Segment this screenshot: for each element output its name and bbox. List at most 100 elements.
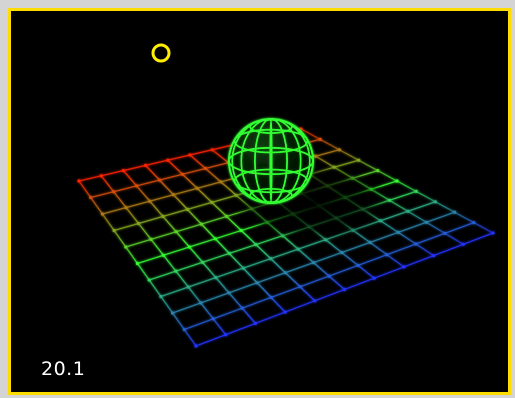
grid-line — [429, 223, 433, 227]
grid-line — [475, 223, 478, 226]
grid-line — [167, 222, 171, 225]
grid-line — [354, 157, 358, 160]
grid-vertex — [453, 210, 457, 214]
grid-line — [151, 203, 155, 207]
grid-line — [226, 250, 229, 253]
grid-line — [140, 190, 143, 193]
grid-line — [409, 211, 412, 215]
grid-line — [169, 262, 172, 266]
grid-line — [272, 298, 275, 301]
grid-vertex — [210, 200, 214, 204]
grid-line — [371, 243, 374, 246]
grid-line — [143, 273, 147, 276]
grid-line — [399, 232, 403, 236]
grid-line — [170, 162, 173, 165]
grid-line — [98, 208, 101, 212]
grid-line — [248, 237, 251, 240]
grid-line — [221, 182, 225, 186]
grid-vertex — [199, 301, 203, 305]
grid-line — [308, 132, 311, 135]
grid-line — [225, 289, 229, 292]
grid-line — [328, 241, 331, 245]
grid-line — [404, 184, 407, 187]
grid-line — [191, 249, 194, 253]
grid-vertex — [89, 195, 93, 200]
grid-vertex — [149, 237, 153, 241]
grid-line — [106, 183, 110, 186]
grid-line — [228, 188, 231, 191]
grid-line — [223, 286, 226, 289]
grid-vertex — [214, 276, 218, 280]
grid-line — [170, 264, 173, 267]
grid-line — [266, 292, 269, 295]
grid-line — [191, 340, 195, 344]
grid-line — [212, 203, 216, 206]
grid-line — [190, 248, 193, 251]
grid-line — [435, 227, 438, 230]
3d-viewport[interactable] — [11, 11, 508, 392]
grid-line — [168, 161, 172, 164]
grid-line — [249, 238, 253, 241]
grid-line — [410, 239, 413, 243]
grid-line — [408, 238, 411, 242]
grid-line — [240, 264, 243, 268]
grid-line — [188, 335, 191, 339]
grid-vertex — [227, 251, 231, 255]
grid-line — [387, 224, 390, 228]
grid-line — [419, 245, 422, 249]
grid-line — [208, 269, 211, 272]
grid-line — [142, 193, 145, 196]
grid-line — [203, 307, 207, 310]
grid-vertex — [376, 169, 380, 173]
grid-line — [151, 240, 155, 243]
grid-line — [420, 218, 424, 221]
grid-line — [414, 215, 418, 218]
grid-line — [133, 258, 136, 261]
grid-line — [273, 299, 276, 303]
grid-line — [191, 291, 194, 294]
grid-line — [162, 299, 165, 302]
grid-line — [253, 279, 257, 282]
grid-line — [138, 264, 141, 268]
grid-line — [195, 296, 198, 299]
grid-line — [347, 257, 351, 260]
grid-line — [218, 208, 222, 212]
grid-line — [86, 192, 89, 195]
grid-line — [362, 268, 365, 272]
grid-line — [194, 252, 197, 256]
grid-line — [479, 225, 482, 228]
grid-line — [221, 329, 224, 332]
grid-line — [433, 226, 436, 229]
grid-line — [217, 178, 220, 182]
grid-vertex — [136, 221, 141, 226]
grid-line — [259, 285, 262, 288]
grid-line — [450, 236, 453, 239]
grid-line — [429, 252, 433, 255]
grid-line — [246, 272, 250, 275]
grid-line — [392, 228, 396, 231]
grid-line — [167, 261, 171, 264]
grid-line — [279, 266, 282, 269]
grid-line — [207, 197, 210, 201]
grid-line — [262, 288, 265, 291]
grid-line — [149, 169, 152, 172]
grid-vertex — [356, 263, 360, 267]
grid-line — [109, 186, 112, 189]
grid-line — [300, 251, 304, 254]
grid-vertex — [203, 166, 207, 170]
ring-icon[interactable] — [151, 43, 171, 63]
grid-line — [209, 270, 213, 274]
grid-line — [422, 219, 425, 222]
grid-line — [406, 185, 409, 188]
grid-line — [176, 319, 179, 322]
grid-line — [223, 184, 226, 187]
grid-line — [393, 259, 396, 262]
grid-line — [344, 254, 348, 257]
grid-line — [188, 210, 191, 213]
grid-vertex — [395, 179, 399, 183]
grid-line — [276, 302, 279, 306]
grid-line — [173, 314, 176, 317]
grid-line — [427, 197, 430, 200]
grid-line — [195, 217, 198, 221]
grid-line — [194, 294, 197, 297]
